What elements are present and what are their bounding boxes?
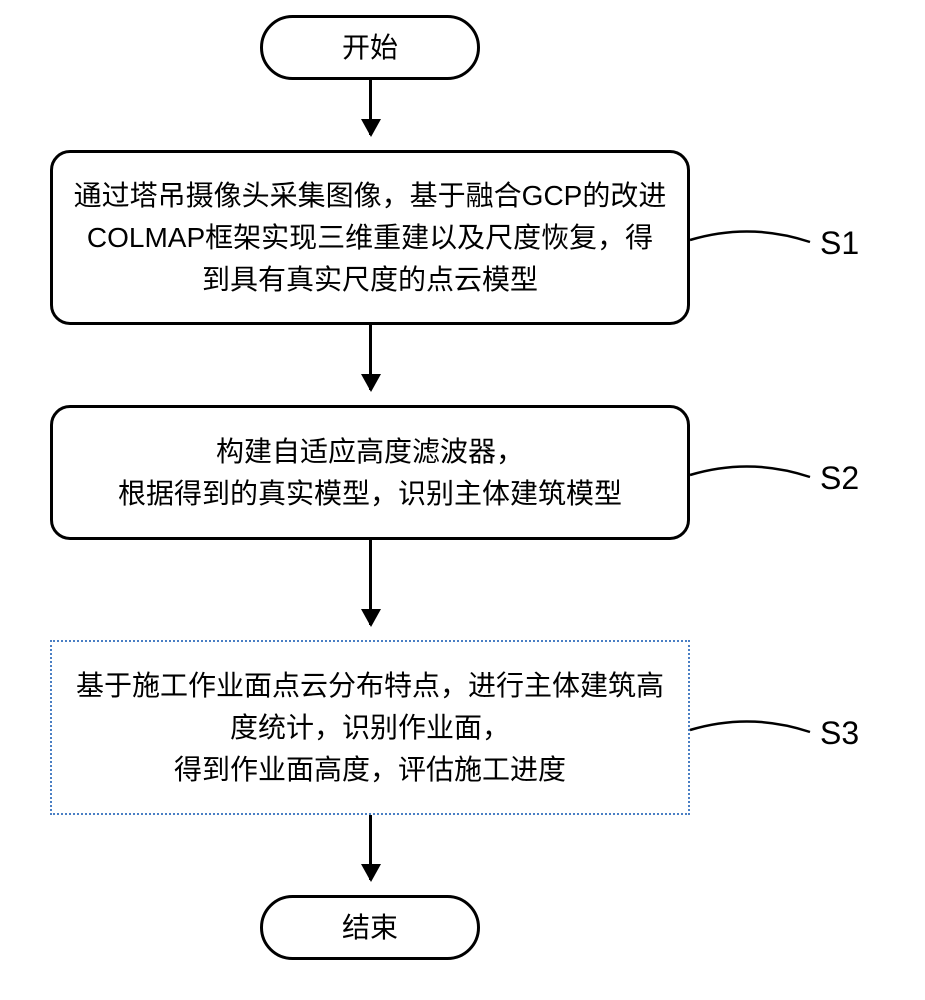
label-s3: S3 xyxy=(820,715,859,752)
s1-text: 通过塔吊摄像头采集图像，基于融合GCP的改进COLMAP框架实现三维重建以及尺度… xyxy=(73,175,667,301)
s3-node: 基于施工作业面点云分布特点，进行主体建筑高度统计，识别作业面， 得到作业面高度，… xyxy=(50,640,690,815)
label-s1: S1 xyxy=(820,225,859,262)
start-node: 开始 xyxy=(260,15,480,80)
arrow-start-s1 xyxy=(369,80,372,135)
label-s2: S2 xyxy=(820,460,859,497)
arrow-s2-s3 xyxy=(369,540,372,625)
end-text: 结束 xyxy=(342,907,398,949)
arrow-s1-s2 xyxy=(369,325,372,390)
s3-text: 基于施工作业面点云分布特点，进行主体建筑高度统计，识别作业面， 得到作业面高度，… xyxy=(72,665,668,791)
arrow-s3-end xyxy=(369,815,372,880)
start-text: 开始 xyxy=(342,27,398,69)
flowchart-container: 开始 通过塔吊摄像头采集图像，基于融合GCP的改进COLMAP框架实现三维重建以… xyxy=(0,0,925,1000)
s1-node: 通过塔吊摄像头采集图像，基于融合GCP的改进COLMAP框架实现三维重建以及尺度… xyxy=(50,150,690,325)
end-node: 结束 xyxy=(260,895,480,960)
s2-node: 构建自适应高度滤波器， 根据得到的真实模型，识别主体建筑模型 xyxy=(50,405,690,540)
s2-text: 构建自适应高度滤波器， 根据得到的真实模型，识别主体建筑模型 xyxy=(118,431,622,515)
